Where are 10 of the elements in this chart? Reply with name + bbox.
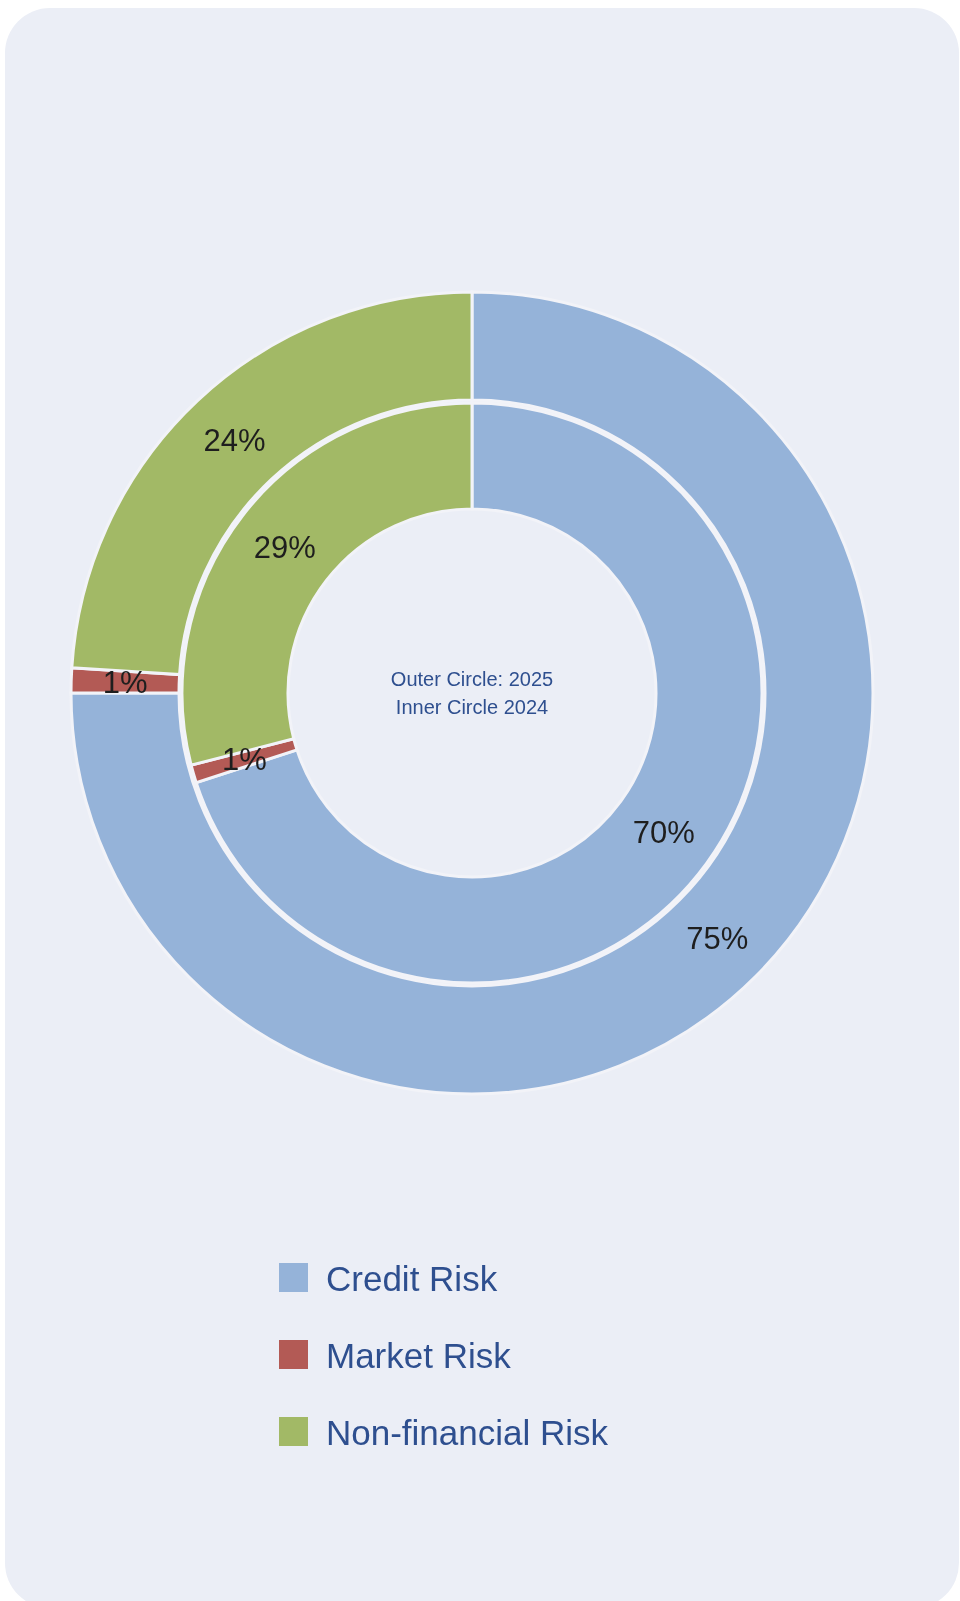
data-label: 75% [686, 920, 749, 956]
legend-label: Credit Risk [326, 1258, 498, 1298]
legend-label: Non-financial Risk [326, 1412, 609, 1452]
data-label: 1% [102, 664, 148, 700]
text: Outer Circle: 2025 [390, 668, 554, 690]
legend-label: Market Risk [326, 1335, 512, 1375]
data-label: 70% [632, 814, 695, 850]
data-label: 24% [203, 422, 266, 458]
text: Inner Circle 2024 [395, 696, 549, 718]
data-label: 29% [253, 530, 316, 566]
